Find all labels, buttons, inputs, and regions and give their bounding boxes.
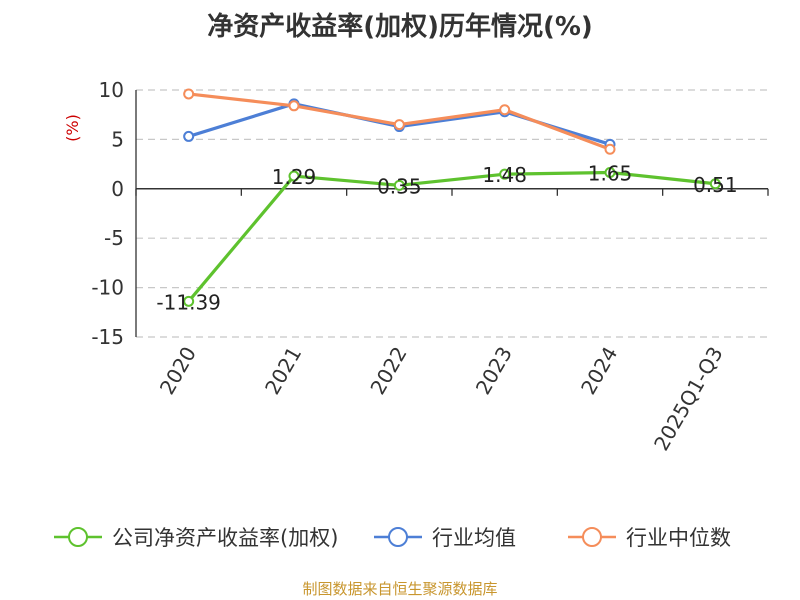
chart-title: 净资产收益率(加权)历年情况(%) <box>207 12 593 42</box>
data-point <box>183 88 195 100</box>
data-label: 1.29 <box>272 165 317 189</box>
data-label: 1.48 <box>482 163 527 187</box>
data-point <box>604 143 616 155</box>
y-axis-unit-label: (%) <box>63 114 82 142</box>
label-layer: -11.39 1.29 0.35 1.48 1.65 0.51 <box>156 161 737 314</box>
x-tick-label: 2024 <box>576 343 622 399</box>
data-label: -11.39 <box>156 290 220 314</box>
data-label: 0.51 <box>693 173 738 197</box>
legend-label: 行业均值 <box>432 526 516 550</box>
data-point <box>183 130 195 142</box>
legend-item: 行业中位数 <box>568 526 731 550</box>
source-note: 制图数据来自恒生聚源数据库 <box>302 580 498 598</box>
axis-layer: 10 5 0 -5 -10 -15 (%) 2020 2021 2022 2023 2024 2025Q… <box>63 78 769 455</box>
data-point <box>499 168 511 180</box>
legend-label: 行业中位数 <box>626 526 731 550</box>
data-label: 1.65 <box>588 161 633 185</box>
legend-marker <box>582 527 602 547</box>
x-tick-label: 2025Q1-Q3 <box>649 343 728 455</box>
data-label: 0.35 <box>377 174 422 198</box>
x-tick-label: 2021 <box>260 343 306 399</box>
x-tick-label: 2020 <box>155 343 201 399</box>
series-line <box>187 170 716 303</box>
grid-layer <box>136 89 768 338</box>
data-point <box>288 170 300 182</box>
series-layer <box>183 88 721 307</box>
y-tick-label: 0 <box>111 177 124 201</box>
y-tick-label: 10 <box>99 78 124 102</box>
legend-item: 行业均值 <box>374 526 516 550</box>
legend-marker <box>388 527 408 547</box>
x-tick-label: 2022 <box>365 343 411 399</box>
y-tick-label: -5 <box>104 226 124 250</box>
data-point <box>288 100 300 112</box>
legend-marker <box>68 527 88 547</box>
data-point <box>393 119 405 131</box>
y-tick-label: -15 <box>91 325 124 349</box>
x-tick-label: 2023 <box>471 343 517 399</box>
legend-item: 公司净资产收益率(加权) <box>54 526 338 550</box>
data-point <box>499 104 511 116</box>
y-tick-label: 5 <box>111 127 124 151</box>
y-tick-label: -10 <box>91 276 124 300</box>
legend: 公司净资产收益率(加权) 行业均值 行业中位数 <box>54 526 731 550</box>
data-point <box>604 166 616 178</box>
data-point <box>709 178 721 190</box>
data-point <box>183 295 195 307</box>
legend-label: 公司净资产收益率(加权) <box>112 526 338 550</box>
data-point <box>393 179 405 191</box>
